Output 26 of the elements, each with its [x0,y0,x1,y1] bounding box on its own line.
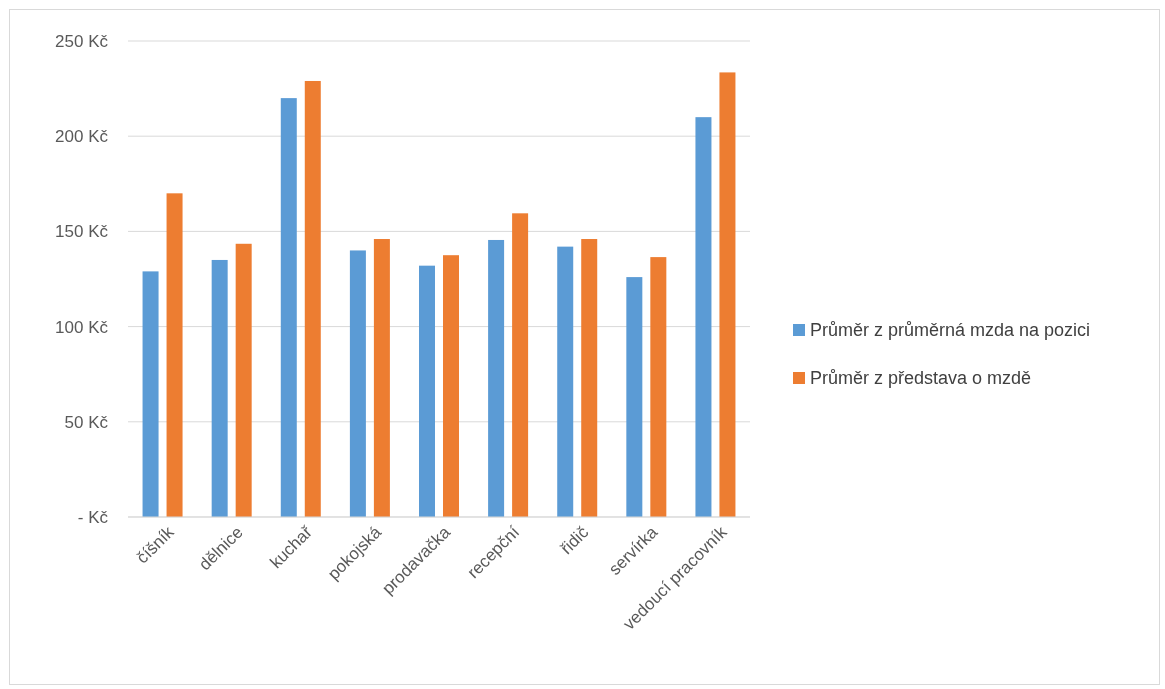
bar [512,213,529,517]
y-tick-label: - Kč [77,507,109,527]
bar [373,239,390,517]
y-tick-label: 150 Kč [55,222,109,242]
bar [695,117,712,517]
legend-label: Průměr z průměrná mzda na pozici [810,320,1091,341]
bar [349,250,366,517]
bar [650,257,667,517]
y-tick-label: 50 Kč [64,412,109,432]
bar [235,243,252,517]
bar [488,239,505,517]
bar [142,271,159,517]
bar [304,80,321,517]
bar [626,277,643,517]
bar [280,98,297,517]
bar [443,255,459,517]
legend-label: Průměr z představa o mzdě [810,368,1032,389]
y-tick-label: 100 Kč [55,317,109,337]
bar [166,193,183,517]
bar [581,239,598,517]
bar [211,259,228,517]
y-tick-label: 200 Kč [55,127,109,147]
bar [419,265,435,517]
bar [557,246,574,517]
bar [719,72,736,517]
y-tick-label: 250 Kč [55,31,109,51]
